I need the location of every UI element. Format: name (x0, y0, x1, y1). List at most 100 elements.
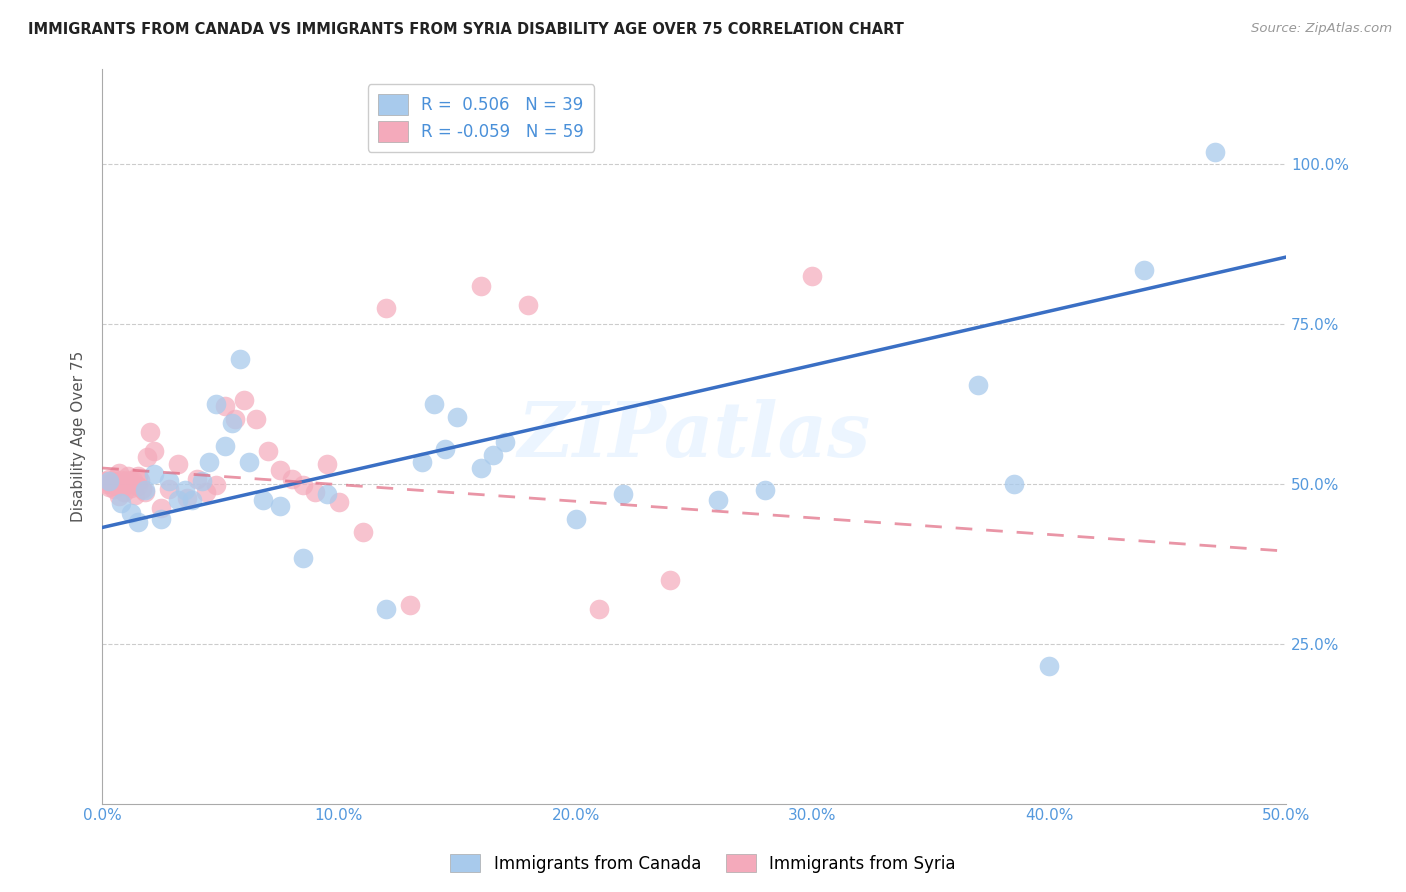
Point (269, 500, 291, 514)
Point (129, 473, 152, 487)
Point (252, 493, 274, 508)
Point (233, 392, 256, 407)
Point (304, 484, 326, 499)
Point (93, 474, 115, 488)
Point (375, 301, 398, 316)
Point (422, 397, 444, 411)
Point (205, 478, 228, 492)
Point (328, 495, 350, 509)
Y-axis label: Disability Age Over 75: Disability Age Over 75 (72, 351, 86, 522)
Point (150, 501, 173, 516)
Point (103, 472, 125, 486)
Point (316, 457, 339, 471)
Point (1038, 659, 1060, 673)
Point (117, 469, 139, 483)
Text: Source: ZipAtlas.com: Source: ZipAtlas.com (1251, 22, 1392, 36)
Point (157, 474, 180, 488)
Point (292, 478, 315, 492)
Point (167, 457, 190, 471)
Point (292, 550, 315, 565)
Text: ZIPatlas: ZIPatlas (517, 399, 870, 473)
Point (399, 599, 422, 613)
Point (110, 473, 132, 487)
Point (157, 482, 180, 496)
Point (224, 412, 246, 426)
Point (105, 475, 128, 489)
Point (967, 378, 990, 392)
Point (107, 466, 129, 480)
Point (214, 439, 236, 453)
Point (124, 488, 146, 502)
Point (434, 442, 457, 456)
Point (112, 485, 135, 500)
Point (269, 463, 291, 477)
Point (150, 512, 173, 526)
Point (122, 473, 145, 487)
Point (176, 491, 198, 505)
Point (117, 473, 139, 487)
Text: IMMIGRANTS FROM CANADA VS IMMIGRANTS FROM SYRIA DISABILITY AGE OVER 75 CORRELATI: IMMIGRANTS FROM CANADA VS IMMIGRANTS FRO… (28, 22, 904, 37)
Point (482, 448, 505, 462)
Point (186, 472, 208, 486)
Point (205, 397, 228, 411)
Point (100, 475, 122, 490)
Point (564, 512, 586, 526)
Point (174, 483, 197, 498)
Point (143, 443, 166, 458)
Point (100, 477, 122, 491)
Point (190, 474, 212, 488)
Point (517, 298, 540, 312)
Point (214, 399, 236, 413)
Point (197, 455, 219, 469)
Point (138, 425, 160, 439)
Point (411, 455, 433, 469)
Point (1133, 263, 1156, 277)
Point (470, 461, 492, 475)
Point (1204, 145, 1226, 159)
Point (120, 475, 142, 489)
Point (375, 601, 398, 615)
Point (1002, 477, 1025, 491)
Point (120, 482, 142, 496)
Point (221, 417, 243, 431)
Point (122, 475, 145, 490)
Point (470, 278, 492, 293)
Point (98, 474, 121, 488)
Point (115, 478, 138, 492)
Point (96, 477, 118, 491)
Point (195, 484, 218, 499)
Point (352, 524, 374, 539)
Legend: Immigrants from Canada, Immigrants from Syria: Immigrants from Canada, Immigrants from … (443, 847, 963, 880)
Point (105, 479, 128, 493)
Point (136, 450, 159, 465)
Point (228, 352, 250, 367)
Point (801, 269, 824, 284)
Point (659, 573, 682, 587)
Point (280, 472, 302, 486)
Legend: R =  0.506   N = 39, R = -0.059   N = 59: R = 0.506 N = 39, R = -0.059 N = 59 (368, 84, 595, 152)
Point (494, 435, 516, 450)
Point (316, 486, 339, 500)
Point (127, 479, 149, 493)
Point (134, 483, 156, 498)
Point (134, 484, 156, 499)
Point (446, 409, 468, 424)
Point (127, 469, 149, 483)
Point (245, 412, 267, 426)
Point (98, 480, 121, 494)
Point (143, 467, 166, 482)
Point (103, 482, 125, 496)
Point (120, 506, 142, 520)
Point (98, 472, 121, 486)
Point (115, 475, 138, 490)
Point (612, 486, 634, 500)
Point (110, 479, 132, 493)
Point (588, 601, 610, 615)
Point (112, 475, 135, 489)
Point (110, 496, 132, 510)
Point (131, 482, 153, 496)
Point (167, 493, 190, 508)
Point (706, 493, 728, 508)
Point (238, 455, 260, 469)
Point (127, 516, 149, 530)
